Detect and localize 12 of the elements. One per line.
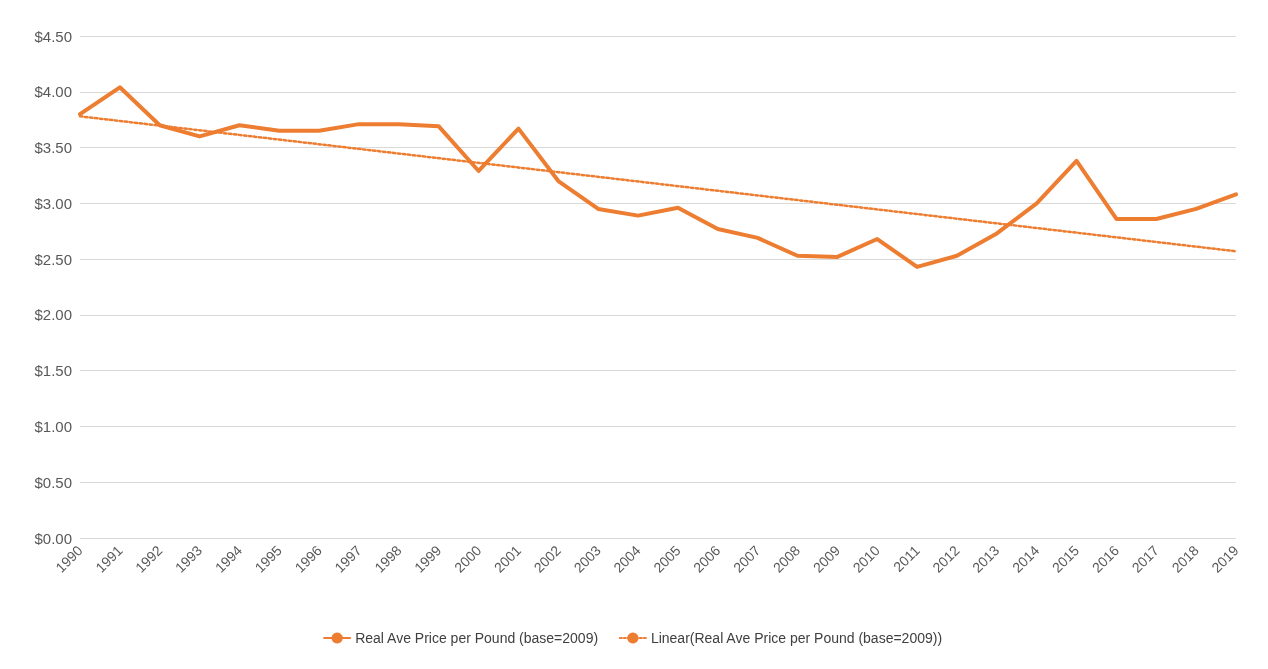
y-tick-label: $2.50 [34,250,72,268]
y-tick-label: $1.00 [34,417,72,435]
y-tick-label: $0.00 [34,529,72,547]
legend-label: Linear(Real Ave Price per Pound (base=2009)) [650,630,943,646]
y-tick-label: $4.50 [34,27,72,45]
y-tick-label: $3.50 [34,139,72,157]
y-tick-label: $3.00 [34,194,72,212]
y-tick-label: $4.00 [34,83,72,101]
y-tick-label: $2.00 [34,306,72,324]
y-tick-label: $1.50 [34,362,72,380]
legend-label: Real Ave Price per Pound (base=2009) [355,630,599,646]
y-tick-label: $0.50 [34,473,72,491]
